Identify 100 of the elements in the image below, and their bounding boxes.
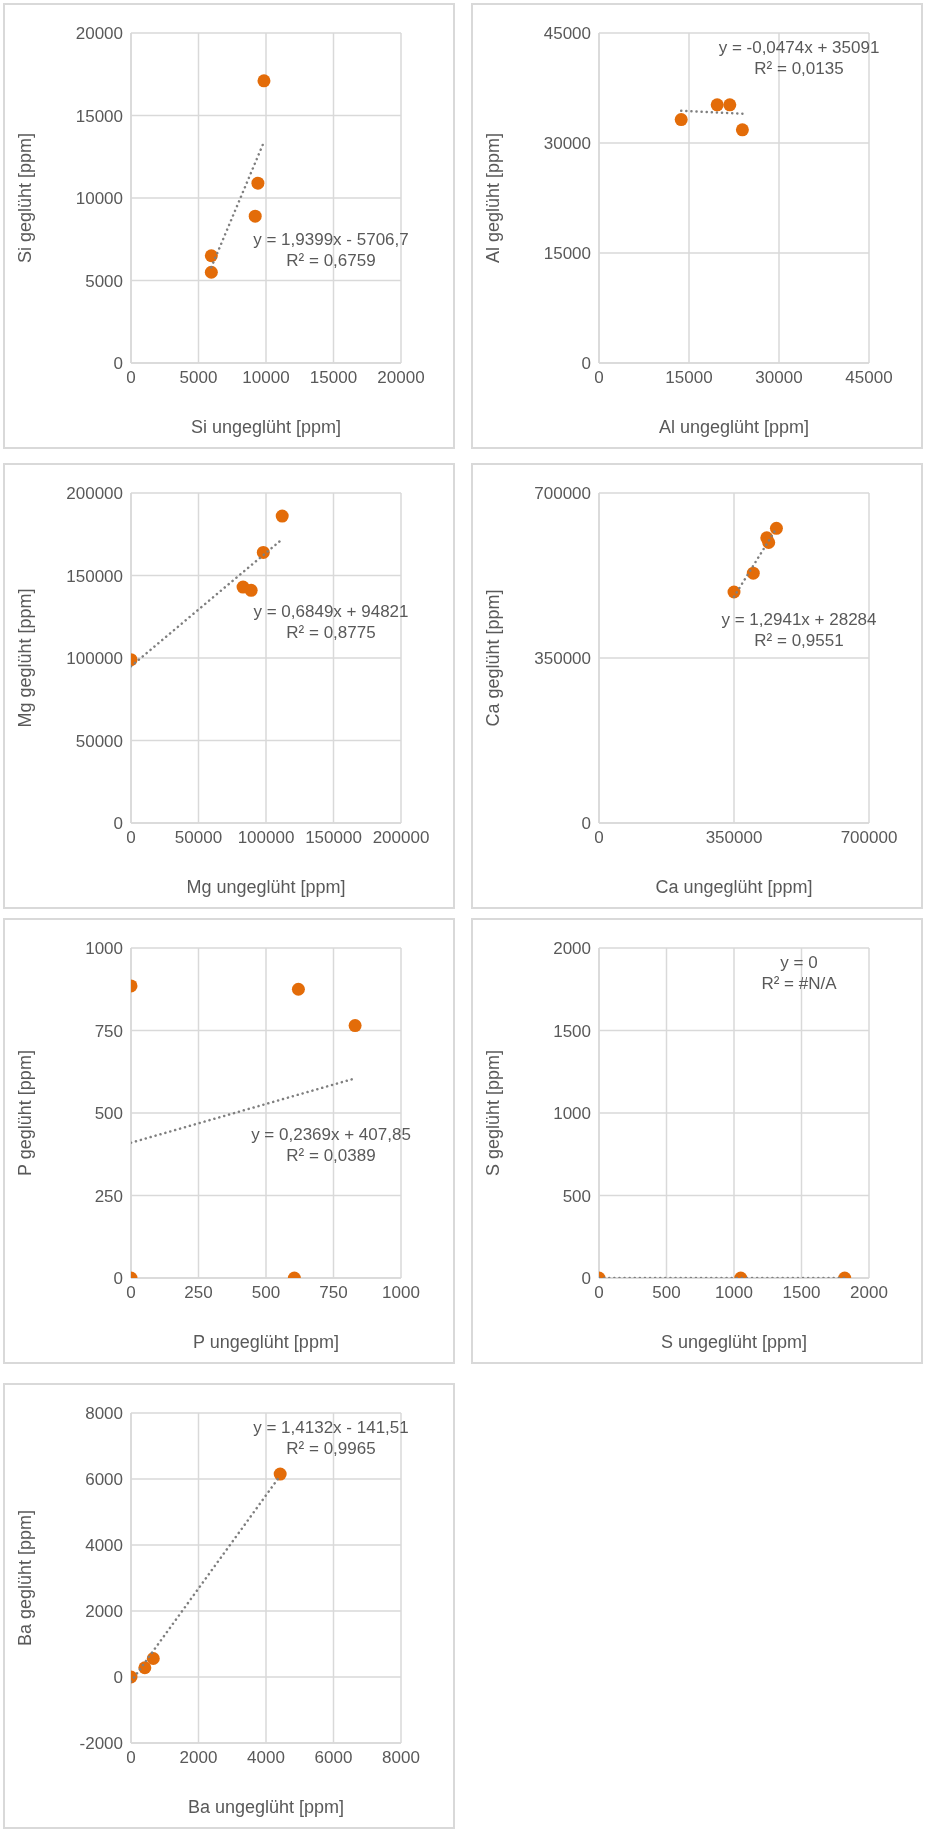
annotation: y = 0,6849x + 94821: [253, 602, 409, 621]
y-tick-label: 50000: [75, 731, 123, 751]
annotation: R² = 0,0135: [754, 59, 844, 78]
y-tick-label: 500: [562, 1186, 591, 1206]
x-axis-title: Ca ungeglüht [ppm]: [655, 877, 813, 897]
x-axis-title: Si ungeglüht [ppm]: [190, 417, 342, 437]
y-axis-title: Ca geglüht [ppm]: [483, 589, 504, 727]
point: [723, 98, 737, 112]
x-tick-label: 250: [184, 1283, 213, 1303]
x-tick-label: 0: [126, 828, 136, 848]
annotation: R² = 0,8775: [286, 623, 376, 642]
y-tick-label: 4000: [85, 1536, 123, 1556]
x-tick-label: 500: [652, 1283, 681, 1303]
x-tick-label: 1500: [782, 1283, 821, 1303]
y-tick-label: 0: [581, 354, 591, 374]
point: [251, 176, 265, 190]
x-axis-title: Mg ungeglüht [ppm]: [186, 877, 346, 897]
x-tick-label: 15000: [665, 368, 713, 388]
y-axis-title: Al geglüht [ppm]: [483, 132, 504, 264]
y-tick-label: 0: [113, 814, 123, 834]
y-axis-title: P geglüht [ppm]: [15, 1050, 36, 1176]
y-axis-title: S geglüht [ppm]: [483, 1049, 504, 1177]
x-tick-label: 20000: [377, 368, 425, 388]
x-tick-label: 0: [594, 1283, 604, 1303]
x-tick-label: 200000: [372, 828, 430, 848]
y-tick-label: 5000: [85, 271, 123, 291]
x-tick-label: 5000: [179, 368, 218, 388]
point: [204, 249, 218, 263]
point: [348, 1019, 362, 1033]
y-axis-title: Mg geglüht [ppm]: [15, 588, 36, 728]
point: [257, 74, 271, 88]
point: [273, 1467, 287, 1481]
point: [710, 98, 724, 112]
annotation: y = 1,9399x - 5706,7: [253, 230, 409, 249]
x-tick-label: 6000: [314, 1748, 353, 1768]
y-axis-title: Ba geglüht [ppm]: [15, 1509, 36, 1647]
point: [275, 509, 289, 523]
x-tick-label: 2000: [179, 1748, 218, 1768]
x-tick-label: 15000: [309, 368, 358, 388]
annotation: y = -0,0474x + 35091: [718, 38, 880, 57]
y-tick-label: 30000: [543, 134, 591, 154]
point: [204, 265, 218, 279]
y-tick-label: 10000: [75, 189, 123, 209]
annotation: R² = 0,9551: [754, 631, 844, 650]
annotation: y = 0,2369x + 407,85: [251, 1125, 411, 1144]
x-tick-label: 350000: [705, 828, 763, 848]
y-tick-label: 0: [581, 1269, 591, 1289]
y-tick-label: 1000: [553, 1104, 591, 1124]
point: [146, 1652, 160, 1666]
x-tick-label: 0: [594, 368, 604, 388]
point: [244, 583, 258, 597]
point: [138, 1661, 152, 1675]
annotation: y = 1,4132x - 141,51: [253, 1418, 409, 1437]
y-tick-label: 0: [113, 1668, 123, 1688]
x-tick-label: 500: [251, 1283, 281, 1303]
y-tick-label: 200000: [66, 484, 123, 504]
x-tick-label: 1000: [382, 1283, 420, 1303]
y-tick-label: 45000: [543, 24, 591, 44]
x-tick-label: 0: [126, 368, 136, 388]
point: [291, 982, 305, 996]
y-tick-label: 750: [94, 1021, 123, 1041]
y-tick-label: 0: [113, 1269, 123, 1289]
y-tick-label: -2000: [79, 1734, 123, 1754]
x-tick-label: 750: [319, 1283, 348, 1303]
y-axis-title: Si geglüht [ppm]: [15, 132, 36, 264]
y-tick-label: 2000: [553, 939, 591, 959]
y-tick-label: 2000: [85, 1602, 123, 1622]
annotation: R² = 0,9965: [286, 1439, 376, 1458]
point: [746, 566, 760, 580]
x-tick-label: 2000: [850, 1283, 888, 1303]
x-tick-label: 4000: [247, 1748, 285, 1768]
x-axis-title: S ungeglüht [ppm]: [660, 1332, 808, 1352]
x-tick-label: 50000: [174, 828, 223, 848]
y-tick-label: 250: [94, 1186, 123, 1206]
x-axis-title: Ba ungeglüht [ppm]: [187, 1797, 345, 1817]
y-tick-label: 15000: [543, 244, 591, 264]
x-axis-title: Al ungeglüht [ppm]: [658, 417, 810, 437]
x-tick-label: 0: [594, 828, 604, 848]
point: [248, 209, 262, 223]
x-tick-label: 10000: [242, 368, 290, 388]
x-axis-title: P ungeglüht [ppm]: [193, 1332, 339, 1352]
x-tick-label: 8000: [382, 1748, 420, 1768]
annotation: R² = 0,0389: [286, 1146, 376, 1165]
point: [674, 113, 688, 127]
y-tick-label: 0: [581, 814, 591, 834]
annotation: y = 0: [780, 953, 818, 972]
point: [769, 521, 783, 535]
y-tick-label: 350000: [534, 649, 591, 669]
x-tick-label: 150000: [305, 828, 362, 848]
y-tick-label: 20000: [75, 24, 123, 44]
point: [735, 123, 749, 137]
x-tick-label: 1000: [715, 1283, 753, 1303]
y-tick-label: 15000: [75, 106, 123, 126]
x-tick-label: 700000: [840, 828, 898, 848]
y-tick-label: 1500: [553, 1021, 591, 1041]
x-tick-label: 30000: [755, 368, 803, 388]
x-tick-label: 0: [126, 1283, 136, 1303]
x-tick-label: 45000: [845, 368, 893, 388]
y-tick-label: 100000: [66, 649, 123, 669]
y-tick-label: 8000: [85, 1404, 123, 1424]
